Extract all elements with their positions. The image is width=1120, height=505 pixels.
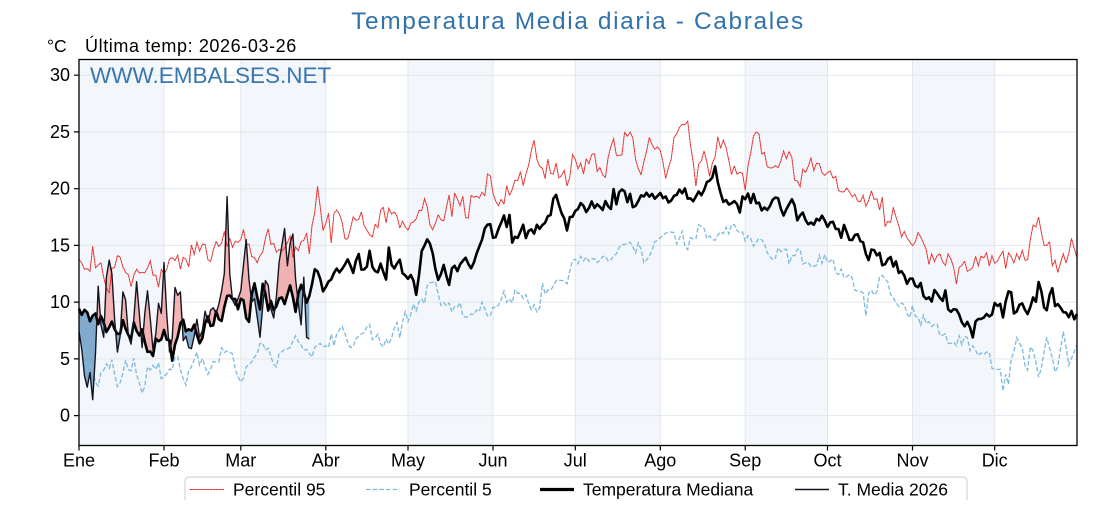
svg-text:25: 25 [50, 122, 70, 142]
svg-text:15: 15 [50, 235, 70, 255]
svg-text:°C: °C [47, 36, 67, 56]
svg-text:Última temp: 2026-03-26: Última temp: 2026-03-26 [85, 35, 297, 56]
svg-text:Percentil 95: Percentil 95 [233, 480, 325, 500]
svg-text:30: 30 [50, 65, 70, 85]
svg-text:Temperatura Mediana: Temperatura Mediana [583, 480, 753, 500]
svg-text:5: 5 [60, 349, 70, 369]
svg-text:Jun: Jun [478, 451, 507, 471]
svg-text:Feb: Feb [148, 451, 179, 471]
svg-text:Temperatura Media diaria - Cab: Temperatura Media diaria - Cabrales [351, 8, 805, 35]
svg-text:Dic: Dic [982, 451, 1008, 471]
svg-text:Nov: Nov [896, 451, 928, 471]
svg-text:10: 10 [50, 292, 70, 312]
svg-text:May: May [391, 451, 425, 471]
svg-text:20: 20 [50, 179, 70, 199]
svg-text:Abr: Abr [312, 451, 340, 471]
svg-text:Jul: Jul [564, 451, 587, 471]
svg-text:Mar: Mar [225, 451, 256, 471]
svg-text:Ago: Ago [644, 451, 676, 471]
svg-text:T. Media 2026: T. Media 2026 [838, 480, 948, 500]
svg-text:0: 0 [60, 406, 70, 426]
svg-text:Oct: Oct [813, 451, 841, 471]
svg-text:WWW.EMBALSES.NET: WWW.EMBALSES.NET [90, 63, 332, 88]
svg-text:Ene: Ene [63, 451, 95, 471]
svg-text:Sep: Sep [729, 451, 761, 471]
svg-text:Percentil 5: Percentil 5 [409, 480, 492, 500]
